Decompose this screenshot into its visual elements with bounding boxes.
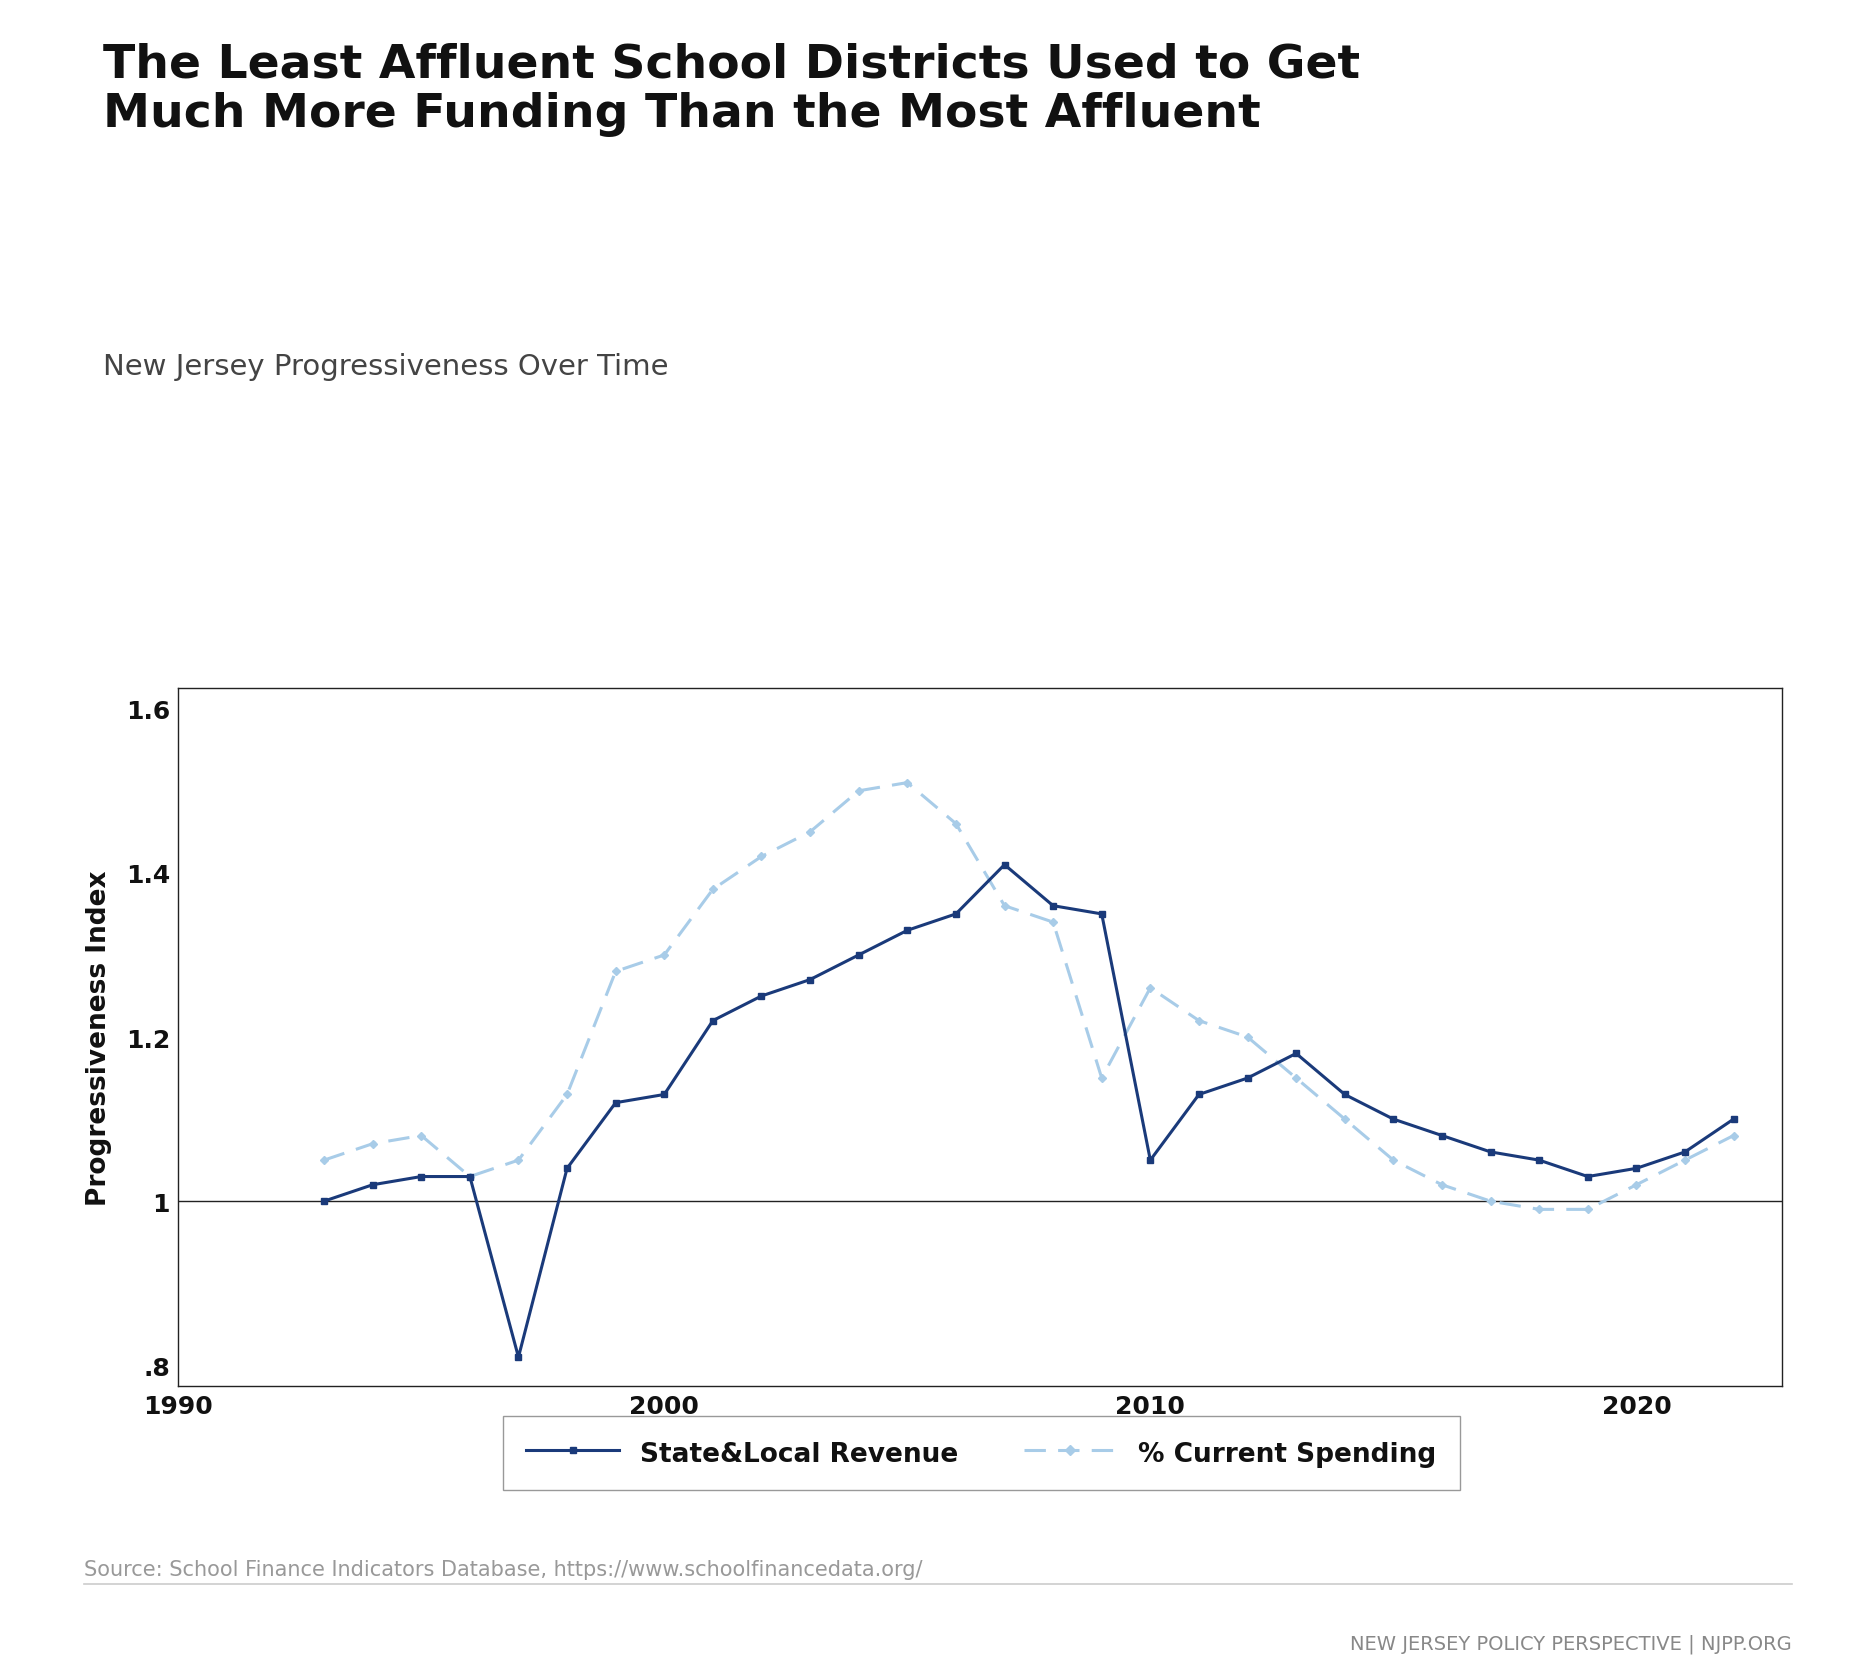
Text: New Jersey Progressiveness Over Time: New Jersey Progressiveness Over Time — [103, 353, 668, 381]
Text: The Least Affluent School Districts Used to Get
Much More Funding Than the Most : The Least Affluent School Districts Used… — [103, 42, 1360, 138]
Text: Source: School Finance Indicators Database, https://www.schoolfinancedata.org/: Source: School Finance Indicators Databa… — [84, 1559, 923, 1579]
Y-axis label: Progressiveness Index: Progressiveness Index — [86, 870, 113, 1205]
Text: NEW JERSEY POLICY PERSPECTIVE | NJPP.ORG: NEW JERSEY POLICY PERSPECTIVE | NJPP.ORG — [1351, 1633, 1792, 1653]
X-axis label: Year: Year — [947, 1431, 1013, 1458]
Legend: State&Local Revenue, % Current Spending: State&Local Revenue, % Current Spending — [503, 1416, 1460, 1490]
